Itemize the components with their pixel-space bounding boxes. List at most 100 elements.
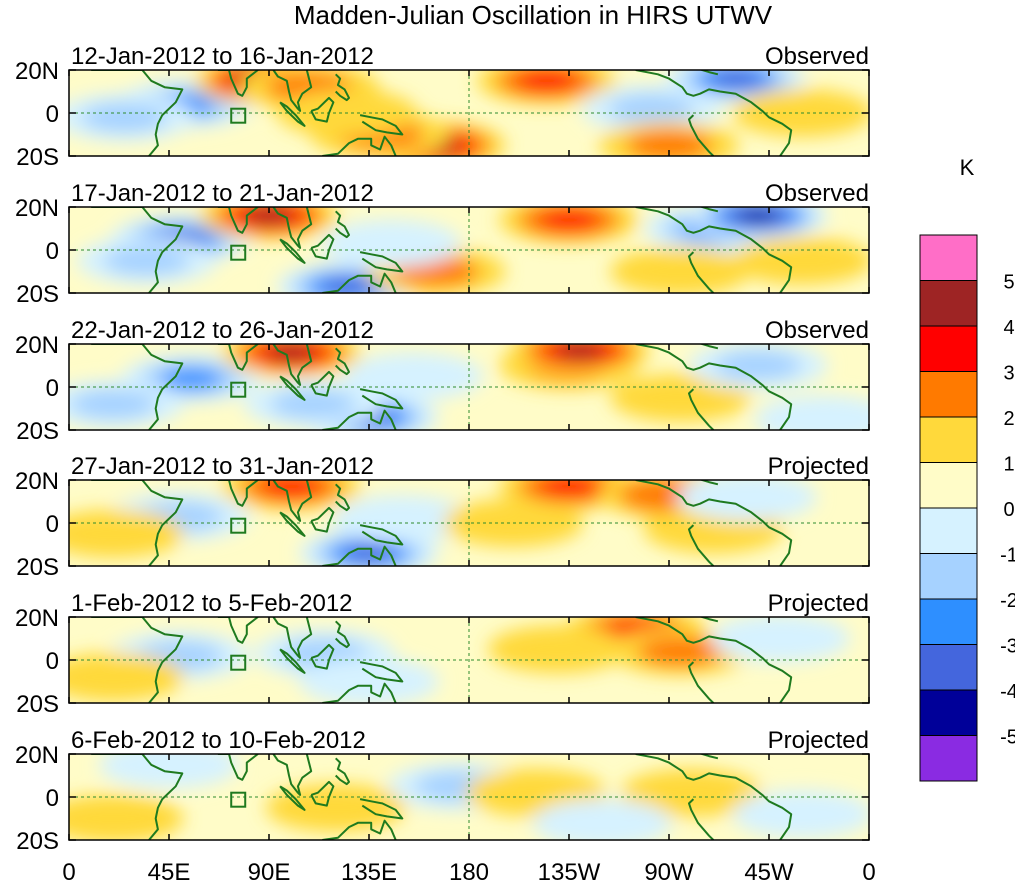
anomaly-contour bbox=[610, 373, 751, 422]
panel-status: Observed bbox=[765, 317, 869, 344]
x-tick-label: 0 bbox=[62, 859, 75, 886]
colorbar-swatch bbox=[919, 371, 978, 418]
coastline bbox=[688, 388, 715, 430]
coastline bbox=[699, 480, 719, 486]
coastline bbox=[699, 754, 719, 760]
anomaly-contour bbox=[343, 352, 484, 401]
coastline bbox=[322, 819, 397, 840]
coastline bbox=[91, 617, 184, 703]
coastline bbox=[310, 643, 335, 670]
anomaly-contour bbox=[70, 389, 157, 419]
coastline bbox=[688, 798, 715, 840]
anomaly-contour bbox=[69, 653, 184, 702]
anomaly-contour bbox=[532, 798, 673, 840]
anomaly-contour bbox=[321, 219, 462, 268]
anomaly-contour bbox=[537, 480, 601, 498]
panel-period: 1-Feb-2012 to 5-Feb-2012 bbox=[71, 590, 353, 617]
panel-status: Observed bbox=[765, 180, 869, 207]
colorbar-units: K bbox=[960, 155, 975, 180]
panel-status: Projected bbox=[768, 590, 869, 617]
coastline bbox=[335, 757, 350, 786]
colorbar-label: -5 bbox=[1000, 727, 1015, 749]
coastline bbox=[272, 617, 313, 659]
y-tick-label: 0 bbox=[46, 511, 59, 538]
colorbar-label: -2 bbox=[1000, 590, 1015, 612]
anomaly-contour bbox=[515, 70, 578, 92]
coastline bbox=[322, 135, 397, 156]
panel-status: Observed bbox=[765, 43, 869, 70]
colorbar-swatch bbox=[919, 507, 978, 554]
panel-period: 12-Jan-2012 to 16-Jan-2012 bbox=[71, 43, 374, 70]
anomaly-contour bbox=[69, 794, 184, 840]
coastline bbox=[688, 114, 715, 156]
y-tick-label: 20N bbox=[15, 742, 59, 769]
x-tick-label: 135W bbox=[538, 859, 601, 886]
coastline bbox=[272, 344, 313, 386]
coastline bbox=[322, 272, 397, 293]
coastline bbox=[310, 506, 335, 533]
anomaly-contour bbox=[322, 278, 372, 293]
colorbar-label: 4 bbox=[1003, 317, 1014, 339]
anomaly-contour bbox=[266, 344, 316, 361]
anomaly-contour bbox=[625, 130, 713, 156]
anomaly-contour bbox=[244, 207, 294, 224]
colorbar-swatch bbox=[919, 416, 978, 463]
x-axis: 0 45E 90E 135E 180 135W 90W 45W 0 bbox=[62, 859, 875, 886]
coastline bbox=[688, 524, 715, 566]
coastline bbox=[359, 798, 404, 820]
colorbar: 5 4 3 2 1 0 -1 -2 -3 -4 -5 K bbox=[919, 155, 1015, 782]
coastline bbox=[279, 101, 306, 127]
anomaly-contour bbox=[714, 350, 801, 381]
coastline bbox=[635, 70, 793, 156]
colorbar-swatch bbox=[919, 644, 978, 691]
coastline bbox=[217, 207, 259, 234]
panel-group: 20N 0 20S 12-Jan-2012 to 16-Jan-2012 Observe… bbox=[15, 43, 870, 855]
reference-box bbox=[230, 381, 247, 398]
y-tick-label: 0 bbox=[46, 238, 59, 265]
coastline bbox=[279, 511, 306, 537]
anomaly-contour bbox=[555, 344, 605, 359]
x-tick-label: 90W bbox=[644, 859, 694, 886]
colorbar-swatch bbox=[919, 689, 978, 736]
y-tick-label: 20N bbox=[15, 195, 59, 222]
y-tick-label: 20S bbox=[16, 144, 59, 171]
anomaly-contour bbox=[676, 480, 817, 522]
y-tick-label: 20S bbox=[16, 828, 59, 855]
colorbar-label: 5 bbox=[1003, 272, 1014, 294]
map-panel: 20N 0 20S 1-Feb-2012 to 5-Feb-2012 Projected bbox=[15, 590, 870, 718]
coastline bbox=[310, 96, 335, 123]
coastline bbox=[279, 238, 306, 264]
y-tick-label: 20S bbox=[16, 554, 59, 581]
map-panel: 20N 0 20S 27-Jan-2012 to 31-Jan-2012 Project… bbox=[15, 453, 870, 581]
coastline bbox=[699, 70, 719, 76]
coastline bbox=[217, 480, 259, 507]
anomaly-contour bbox=[732, 89, 869, 137]
coastline bbox=[272, 70, 313, 112]
anomaly-contour bbox=[711, 70, 760, 87]
colorbar-swatch bbox=[919, 325, 978, 372]
anomaly-contour bbox=[69, 509, 184, 558]
anomaly-contour bbox=[737, 208, 778, 223]
coastline bbox=[91, 754, 184, 840]
y-tick-label: 20S bbox=[16, 281, 59, 308]
panel-period: 27-Jan-2012 to 31-Jan-2012 bbox=[71, 453, 374, 480]
anomaly-contour bbox=[637, 636, 724, 667]
anomaly-contour bbox=[648, 777, 735, 808]
coastline bbox=[279, 375, 306, 401]
coastline bbox=[335, 620, 350, 649]
anomaly-contour bbox=[332, 494, 473, 543]
coastline bbox=[322, 545, 397, 566]
coastline bbox=[699, 344, 719, 350]
anomaly-contour bbox=[103, 245, 190, 276]
panel-period: 17-Jan-2012 to 21-Jan-2012 bbox=[71, 180, 374, 207]
colorbar-label: 0 bbox=[1003, 499, 1014, 521]
coastline bbox=[91, 344, 184, 430]
map-panel: 20N 0 20S 17-Jan-2012 to 21-Jan-2012 Observe… bbox=[15, 180, 870, 308]
coastline bbox=[272, 207, 313, 249]
coastline bbox=[359, 388, 404, 410]
coastline bbox=[91, 480, 184, 566]
coastline bbox=[322, 409, 397, 430]
coastline bbox=[310, 370, 335, 397]
anomaly-contour bbox=[537, 209, 601, 231]
